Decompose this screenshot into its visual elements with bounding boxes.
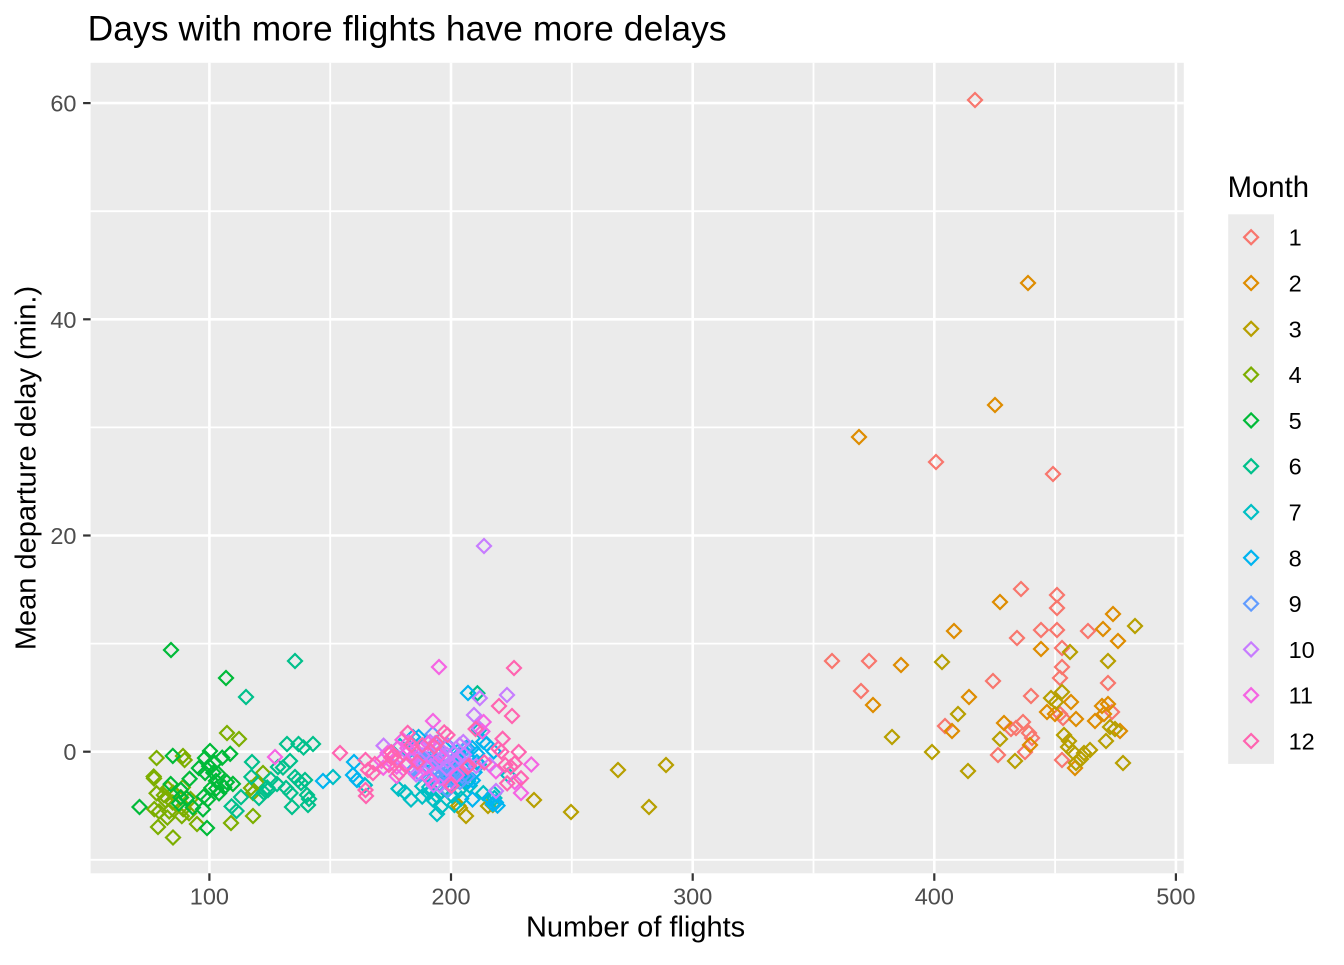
svg-text:Mean departure delay (min.): Mean departure delay (min.) bbox=[11, 286, 43, 650]
svg-text:9: 9 bbox=[1289, 591, 1302, 617]
svg-text:2: 2 bbox=[1289, 271, 1302, 297]
svg-text:40: 40 bbox=[50, 307, 76, 333]
svg-text:10: 10 bbox=[1289, 637, 1315, 663]
svg-text:4: 4 bbox=[1289, 362, 1302, 388]
svg-text:6: 6 bbox=[1289, 454, 1302, 480]
svg-text:Days with more flights have mo: Days with more flights have more delays bbox=[88, 9, 727, 49]
svg-text:0: 0 bbox=[63, 739, 76, 765]
svg-text:8: 8 bbox=[1289, 545, 1302, 571]
svg-text:Number of flights: Number of flights bbox=[526, 911, 745, 943]
svg-text:60: 60 bbox=[50, 91, 76, 117]
svg-text:11: 11 bbox=[1289, 683, 1313, 709]
svg-text:500: 500 bbox=[1156, 883, 1195, 909]
svg-text:Month: Month bbox=[1228, 171, 1309, 204]
svg-text:3: 3 bbox=[1289, 316, 1302, 342]
svg-text:1: 1 bbox=[1289, 225, 1302, 251]
svg-text:7: 7 bbox=[1289, 500, 1302, 526]
svg-text:100: 100 bbox=[190, 883, 229, 909]
svg-text:400: 400 bbox=[915, 883, 954, 909]
svg-text:5: 5 bbox=[1289, 408, 1302, 434]
svg-text:300: 300 bbox=[673, 883, 712, 909]
svg-text:200: 200 bbox=[431, 883, 470, 909]
svg-text:20: 20 bbox=[50, 523, 76, 549]
svg-text:12: 12 bbox=[1289, 729, 1315, 755]
